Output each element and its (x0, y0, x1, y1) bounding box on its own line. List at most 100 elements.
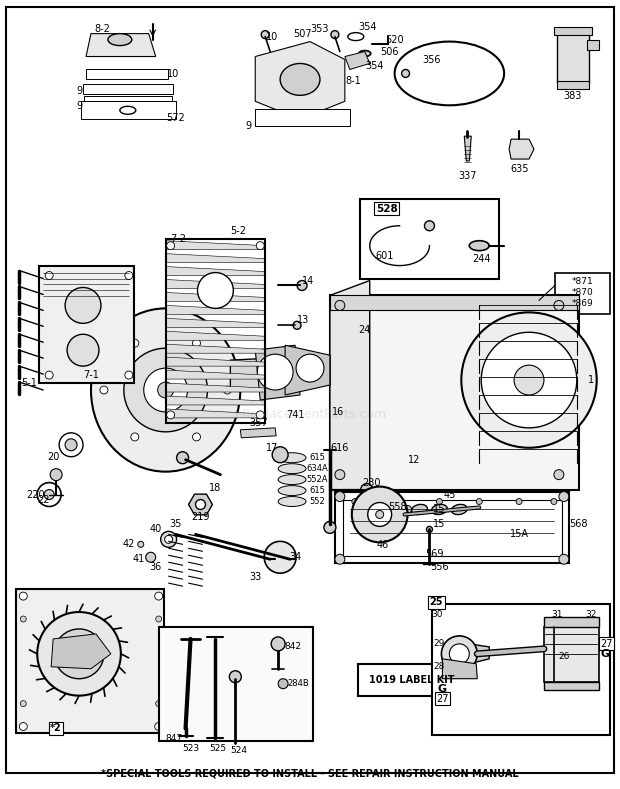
Text: G: G (600, 649, 609, 659)
Text: 615: 615 (309, 453, 325, 462)
Text: 33: 33 (249, 572, 262, 582)
Circle shape (352, 499, 358, 504)
Polygon shape (285, 346, 330, 395)
Circle shape (131, 339, 139, 347)
Bar (16, 589, 164, 734)
Circle shape (427, 526, 432, 533)
Polygon shape (255, 110, 350, 126)
Circle shape (167, 241, 175, 249)
Bar (544, 627, 599, 682)
Circle shape (368, 503, 392, 526)
Text: 1019 LABEL KIT: 1019 LABEL KIT (369, 675, 454, 685)
Text: 506: 506 (381, 47, 399, 57)
Circle shape (402, 69, 410, 77)
Text: 337: 337 (458, 171, 477, 181)
Circle shape (264, 541, 296, 573)
Circle shape (256, 411, 264, 419)
Circle shape (19, 592, 27, 600)
Circle shape (554, 469, 564, 480)
Text: 7-2: 7-2 (170, 234, 187, 244)
Polygon shape (166, 305, 265, 314)
Text: 230: 230 (363, 477, 381, 488)
Circle shape (335, 492, 345, 502)
Ellipse shape (412, 504, 427, 514)
Bar (335, 492, 569, 563)
Polygon shape (166, 396, 265, 405)
Text: 354: 354 (365, 62, 384, 72)
Text: 31: 31 (551, 610, 562, 619)
Circle shape (256, 241, 264, 249)
Text: 615: 615 (309, 486, 325, 495)
Text: 14: 14 (302, 275, 314, 286)
Circle shape (20, 701, 26, 707)
Text: 219: 219 (191, 512, 210, 522)
Text: 601: 601 (376, 251, 394, 260)
Circle shape (516, 499, 522, 504)
Circle shape (124, 348, 208, 432)
Polygon shape (231, 355, 330, 390)
Text: 1: 1 (588, 375, 594, 385)
Text: 523: 523 (182, 744, 199, 753)
Ellipse shape (359, 50, 371, 57)
Circle shape (376, 510, 384, 518)
Text: *2: *2 (50, 724, 62, 734)
Text: 572: 572 (166, 114, 185, 123)
Circle shape (19, 723, 27, 731)
Circle shape (156, 701, 162, 707)
Circle shape (167, 411, 175, 419)
Polygon shape (166, 409, 265, 418)
Text: *870: *870 (572, 288, 593, 297)
Circle shape (67, 335, 99, 366)
Circle shape (45, 271, 53, 279)
Circle shape (335, 301, 345, 310)
Bar (554, 27, 591, 35)
Text: 616: 616 (330, 443, 349, 453)
Text: 635: 635 (511, 164, 529, 174)
Bar (544, 617, 599, 627)
Polygon shape (330, 295, 579, 310)
Polygon shape (166, 253, 265, 263)
Text: 5-1: 5-1 (21, 378, 37, 388)
Text: 46: 46 (376, 540, 389, 550)
Circle shape (100, 386, 108, 394)
Polygon shape (166, 279, 265, 289)
Circle shape (44, 489, 54, 499)
Circle shape (335, 469, 345, 480)
Circle shape (404, 506, 412, 514)
Text: 528: 528 (376, 204, 397, 214)
Text: 34: 34 (289, 552, 301, 563)
Circle shape (559, 492, 569, 502)
Text: G: G (438, 684, 447, 694)
Bar (358, 664, 465, 696)
Circle shape (157, 382, 174, 398)
Ellipse shape (432, 504, 447, 514)
Text: 15: 15 (433, 519, 446, 529)
Bar (330, 295, 579, 489)
Polygon shape (443, 659, 477, 679)
Circle shape (165, 536, 172, 544)
Text: 28: 28 (434, 662, 445, 671)
Bar (343, 499, 562, 556)
Circle shape (69, 644, 89, 664)
Circle shape (59, 433, 83, 457)
Ellipse shape (278, 475, 306, 484)
Text: 552: 552 (309, 497, 325, 506)
Circle shape (297, 281, 307, 290)
Ellipse shape (278, 453, 306, 462)
Ellipse shape (278, 496, 306, 507)
Circle shape (138, 541, 144, 548)
Text: 741: 741 (286, 410, 304, 420)
Circle shape (155, 592, 162, 600)
Circle shape (361, 484, 373, 495)
Polygon shape (241, 428, 276, 438)
Circle shape (193, 339, 200, 347)
Ellipse shape (280, 63, 320, 95)
Text: 5-2: 5-2 (230, 226, 246, 236)
Circle shape (481, 332, 577, 428)
Text: 569: 569 (425, 549, 444, 559)
Circle shape (296, 354, 324, 382)
Text: 353: 353 (311, 24, 329, 34)
Circle shape (131, 433, 139, 441)
Text: 18: 18 (210, 483, 221, 492)
Polygon shape (86, 34, 156, 57)
